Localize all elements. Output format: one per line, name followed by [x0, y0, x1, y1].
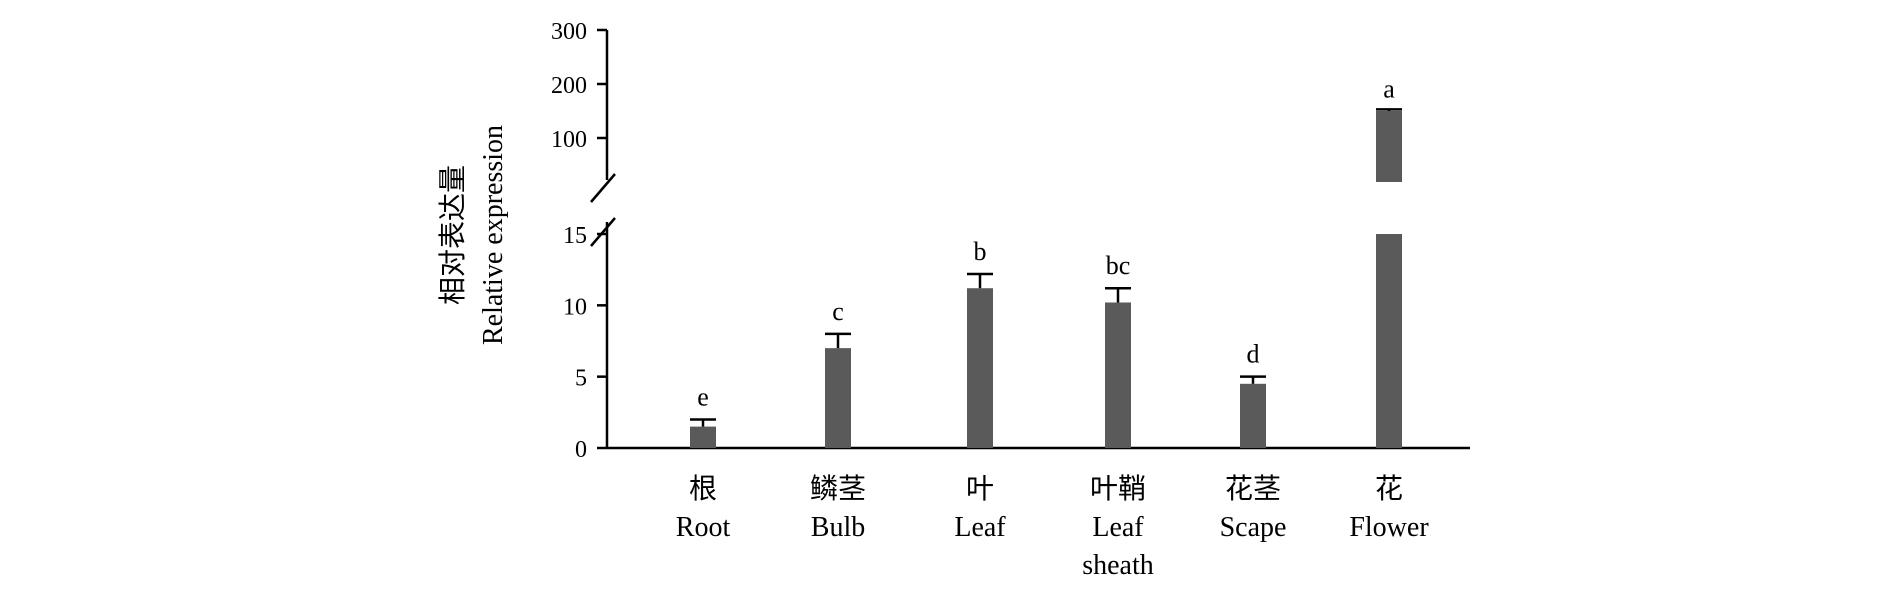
- x-category-label: sheath: [1082, 550, 1154, 581]
- y-axis-label-line: Relative expression: [478, 125, 509, 345]
- x-category-label: Leaf: [1092, 512, 1144, 543]
- significance-label: d: [1247, 340, 1260, 369]
- axes: 0 5 10 15 100 200 300: [551, 19, 1470, 463]
- y-axis-label-line: 相对表达量: [437, 165, 469, 305]
- significance-label: e: [697, 382, 709, 411]
- x-category-label: 叶: [966, 474, 994, 505]
- y-tick-label: 200: [551, 73, 587, 99]
- bar-upper-segment: [1376, 111, 1402, 182]
- bar: [1105, 302, 1131, 448]
- significance-label: bc: [1106, 251, 1131, 280]
- bar: [1240, 383, 1266, 448]
- y-tick-label: 300: [551, 19, 587, 45]
- labels: 相对表达量 Relative expressione根Rootc鳞茎Bulbb叶L…: [437, 74, 1429, 581]
- bar: [690, 426, 716, 448]
- y-axis-label: 相对表达量 Relative expression: [437, 125, 509, 345]
- y-tick-label: 5: [575, 366, 587, 392]
- x-category-label: 根: [689, 473, 717, 505]
- y-tick-label: 15: [563, 223, 587, 249]
- bar: [825, 348, 851, 448]
- significance-label: a: [1383, 74, 1395, 103]
- axis-break-mark-upper: [590, 173, 616, 203]
- x-category-label: Bulb: [811, 512, 865, 543]
- x-category-label: Flower: [1349, 512, 1429, 543]
- significance-label: b: [974, 237, 987, 266]
- x-category-label: Leaf: [954, 512, 1006, 543]
- x-category-label: 鳞茎: [810, 473, 866, 505]
- x-category-label: 花: [1375, 473, 1403, 505]
- y-tick-label: 10: [563, 294, 587, 320]
- axis-break-mark-lower: [590, 217, 616, 247]
- bar-lower-segment: [1376, 234, 1402, 448]
- y-tick-label: 0: [575, 437, 587, 463]
- bar: [967, 288, 993, 448]
- significance-label: c: [832, 297, 844, 326]
- bars: [690, 108, 1402, 448]
- x-category-label: Root: [676, 512, 731, 543]
- x-category-label: 花茎: [1225, 473, 1281, 505]
- x-category-label: Scape: [1220, 512, 1287, 543]
- x-category-label: 叶鞘: [1090, 473, 1146, 505]
- y-tick-label: 100: [551, 127, 587, 153]
